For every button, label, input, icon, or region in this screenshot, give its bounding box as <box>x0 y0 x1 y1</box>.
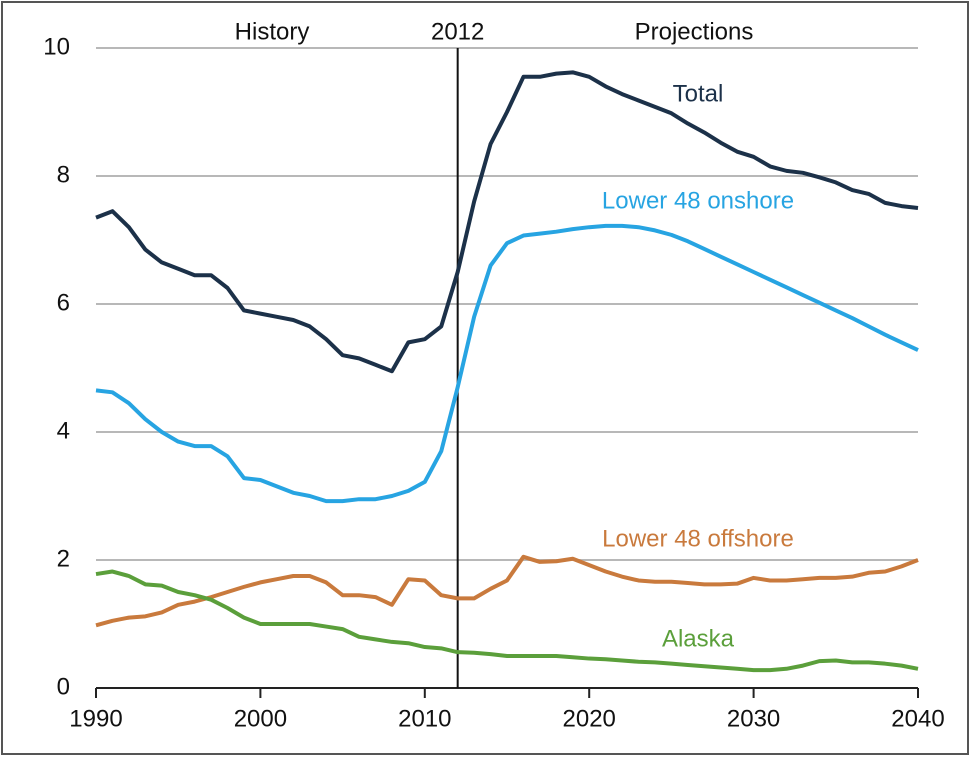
x-tick-label: 1990 <box>69 705 122 732</box>
x-tick-label: 2030 <box>727 705 780 732</box>
x-tick-label: 2020 <box>563 705 616 732</box>
y-tick-label: 4 <box>57 417 70 444</box>
y-tick-label: 6 <box>57 289 70 316</box>
series-line <box>95 70 919 374</box>
y-tick-label: 2 <box>57 545 70 572</box>
series-label: Lower 48 onshore <box>602 187 794 214</box>
projections-label: Projections <box>635 18 754 45</box>
x-tick-label: 2000 <box>234 705 287 732</box>
y-tick-label: 8 <box>57 161 70 188</box>
history-label: History <box>235 18 310 45</box>
series-label: Total <box>673 80 724 107</box>
y-tick-label: 10 <box>43 33 70 60</box>
y-tick-label: 0 <box>57 673 70 700</box>
series-line <box>95 569 919 673</box>
series-label: Alaska <box>662 625 735 652</box>
series-line <box>95 554 919 628</box>
x-tick-label: 2010 <box>398 705 451 732</box>
series-line <box>95 223 919 504</box>
series-label: Lower 48 offshore <box>602 525 794 552</box>
divider-label: 2012 <box>431 18 484 45</box>
x-tick-label: 2040 <box>891 705 944 732</box>
